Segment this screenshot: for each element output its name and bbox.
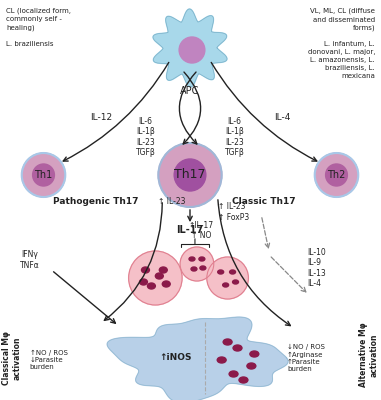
Ellipse shape bbox=[162, 281, 170, 287]
Polygon shape bbox=[153, 9, 227, 87]
Circle shape bbox=[129, 251, 182, 305]
Text: IL-4: IL-4 bbox=[274, 114, 290, 122]
FancyArrowPatch shape bbox=[188, 210, 192, 221]
Ellipse shape bbox=[223, 339, 232, 345]
Ellipse shape bbox=[232, 280, 239, 284]
Ellipse shape bbox=[223, 283, 229, 287]
Ellipse shape bbox=[250, 351, 259, 357]
Text: Classical Mφ
activation: Classical Mφ activation bbox=[2, 331, 22, 385]
FancyArrowPatch shape bbox=[54, 272, 115, 323]
Ellipse shape bbox=[147, 283, 155, 289]
Text: IFNγ
TNFα: IFNγ TNFα bbox=[20, 250, 40, 270]
Text: Th1: Th1 bbox=[34, 170, 53, 180]
Text: VL, ML, CL (diffuse
and disseminated
forms)

L. infantum, L.
donovani, L. major,: VL, ML, CL (diffuse and disseminated for… bbox=[307, 8, 375, 79]
Text: ↑IL-17
↑ NO: ↑IL-17 ↑ NO bbox=[188, 221, 213, 240]
FancyArrowPatch shape bbox=[262, 218, 269, 248]
FancyArrowPatch shape bbox=[63, 62, 169, 161]
FancyArrowPatch shape bbox=[104, 203, 162, 320]
Ellipse shape bbox=[233, 345, 242, 351]
Ellipse shape bbox=[247, 363, 256, 369]
FancyArrowPatch shape bbox=[218, 200, 290, 326]
FancyArrowPatch shape bbox=[211, 62, 317, 161]
Text: IL-6
IL-1β
IL-23
TGFβ: IL-6 IL-1β IL-23 TGFβ bbox=[225, 117, 245, 157]
Circle shape bbox=[179, 37, 205, 63]
Text: ↑ IL-23: ↑ IL-23 bbox=[158, 198, 186, 206]
Text: ↑NO / ROS
↓Parasite
burden: ↑NO / ROS ↓Parasite burden bbox=[30, 350, 67, 370]
Circle shape bbox=[158, 143, 222, 207]
Circle shape bbox=[174, 159, 206, 191]
Text: APC: APC bbox=[180, 86, 200, 96]
FancyArrowPatch shape bbox=[179, 72, 197, 144]
Circle shape bbox=[207, 257, 248, 299]
Circle shape bbox=[326, 164, 347, 186]
Ellipse shape bbox=[189, 257, 195, 261]
Ellipse shape bbox=[141, 267, 149, 273]
Ellipse shape bbox=[199, 257, 205, 261]
Text: CL (localized form,
commonly self -
healing)

L. braziliensis: CL (localized form, commonly self - heal… bbox=[6, 8, 71, 47]
Ellipse shape bbox=[217, 357, 226, 363]
Ellipse shape bbox=[200, 266, 206, 270]
Text: IL-17: IL-17 bbox=[176, 225, 203, 235]
FancyArrowPatch shape bbox=[271, 257, 306, 292]
Text: Classic Th17: Classic Th17 bbox=[232, 198, 296, 206]
Ellipse shape bbox=[159, 267, 167, 273]
Text: IL-12: IL-12 bbox=[90, 114, 112, 122]
Text: ↑ IL-23
↑ FoxP3: ↑ IL-23 ↑ FoxP3 bbox=[218, 202, 249, 222]
Text: Th2: Th2 bbox=[327, 170, 346, 180]
Ellipse shape bbox=[191, 267, 197, 271]
Text: Pathogenic Th17: Pathogenic Th17 bbox=[53, 198, 139, 206]
FancyArrowPatch shape bbox=[183, 72, 201, 144]
Text: ↑iNOS: ↑iNOS bbox=[159, 354, 191, 362]
Text: Th17: Th17 bbox=[174, 168, 206, 182]
Ellipse shape bbox=[139, 279, 147, 285]
Text: Alternative Mφ
activation: Alternative Mφ activation bbox=[359, 323, 379, 387]
Text: ↓NO / ROS
↑Arginase
↑Parasite
burden: ↓NO / ROS ↑Arginase ↑Parasite burden bbox=[287, 344, 325, 372]
Ellipse shape bbox=[155, 273, 163, 279]
Circle shape bbox=[180, 247, 214, 281]
Ellipse shape bbox=[230, 270, 235, 274]
Ellipse shape bbox=[239, 377, 248, 383]
Circle shape bbox=[315, 153, 358, 197]
Ellipse shape bbox=[218, 270, 224, 274]
Circle shape bbox=[22, 153, 65, 197]
Text: IL-6
IL-1β
IL-23
TGFβ: IL-6 IL-1β IL-23 TGFβ bbox=[136, 117, 155, 157]
Text: IL-10
IL-9
IL-13
IL-4: IL-10 IL-9 IL-13 IL-4 bbox=[307, 248, 325, 288]
Circle shape bbox=[33, 164, 54, 186]
Ellipse shape bbox=[229, 371, 238, 377]
Polygon shape bbox=[107, 317, 288, 400]
